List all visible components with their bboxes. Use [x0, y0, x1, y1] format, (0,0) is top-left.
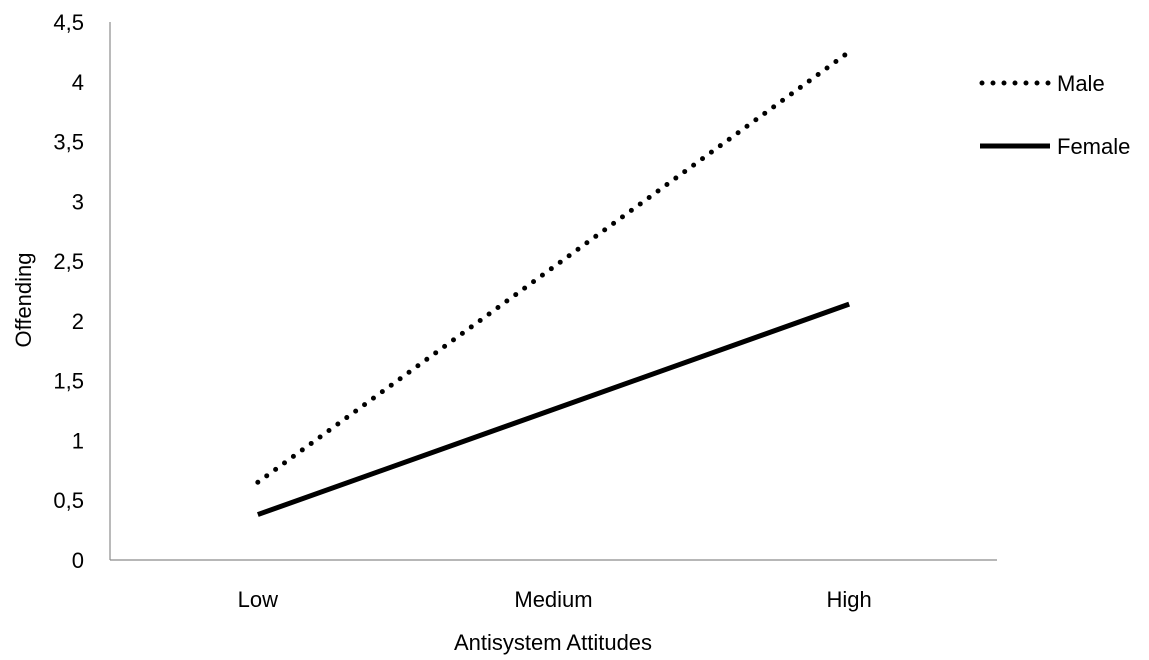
y-tick-label: 1,5	[53, 369, 84, 394]
series-line-male	[255, 49, 852, 485]
x-axis-title: Antisystem Attitudes	[454, 630, 652, 655]
y-tick-label: 1	[72, 428, 84, 453]
y-axis-title: Offending	[11, 252, 36, 347]
legend-label-male: Male	[1057, 71, 1105, 96]
y-tick-label: 3,5	[53, 130, 84, 155]
y-tick-label: 0	[72, 548, 84, 573]
x-tick-label: Low	[238, 587, 278, 612]
legend-label-female: Female	[1057, 134, 1130, 159]
legend: Male Female	[979, 71, 1130, 159]
axes-layer: 0 0,5 1 1,5 2 2,5 3 3,5 4 4,5 Low Medium High	[53, 10, 997, 612]
series-layer	[255, 49, 852, 517]
y-tick-label: 2	[72, 309, 84, 334]
y-tick-label: 4,5	[53, 10, 84, 35]
y-tick-label: 2,5	[53, 249, 84, 274]
y-tick-label: 4	[72, 70, 84, 95]
y-tick-label: 3	[72, 189, 84, 214]
y-tick-label: 0,5	[53, 488, 84, 513]
x-tick-label: Medium	[514, 587, 592, 612]
x-tick-label: High	[827, 587, 872, 612]
